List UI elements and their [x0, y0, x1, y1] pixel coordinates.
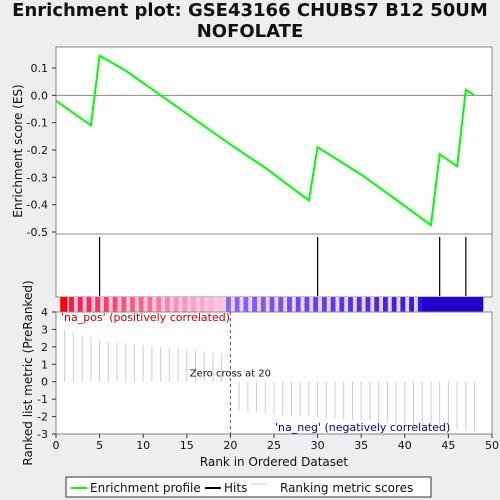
x-tick-label: 35: [354, 439, 368, 452]
x-tick-label: 40: [398, 439, 412, 452]
color-bar-cell: [182, 297, 188, 312]
color-bar-cell: [208, 297, 214, 312]
chart-title-line-2: NOFOLATE: [196, 21, 304, 42]
color-bar-cell: [165, 297, 170, 312]
x-axis: 0 5 10 15 20 25 30 35 40 45 50: [53, 434, 499, 452]
hits-panel: [55, 233, 493, 298]
x-tick-label: 20: [223, 439, 237, 452]
color-bar-cell: [339, 297, 345, 312]
metric-y-axis: 4 3 2 1 0 -1 -2 -3: [37, 306, 56, 441]
color-bar-cell: [217, 297, 223, 312]
color-bar-cell: [321, 297, 327, 312]
metric-panel: [55, 311, 493, 435]
x-tick-label: 50: [485, 439, 499, 452]
color-bar-cell: [374, 297, 380, 312]
color-bar-cell: [287, 297, 292, 312]
color-bar-cell: [313, 297, 319, 312]
color-bar-cell: [147, 297, 153, 312]
es-y-tick-label: -0.3: [27, 171, 48, 184]
color-bar-cell: [156, 297, 162, 312]
color-bar-cell: [383, 297, 388, 312]
metric-y-tick-label: 2: [41, 341, 48, 354]
metric-y-tick-label: 4: [41, 306, 48, 319]
color-bar-cell: [260, 297, 266, 312]
metric-y-label: Ranked list metric (PreRanked): [21, 280, 35, 465]
metric-y-tick-label: 1: [41, 358, 48, 371]
es-y-tick-label: 0.1: [31, 62, 49, 75]
x-tick-label: 10: [136, 439, 150, 452]
chart-title-line-1: Enrichment plot: GSE43166 CHUBS7 B12 50U…: [12, 0, 488, 21]
metric-y-tick-label: -2: [37, 411, 48, 424]
color-bar-cell: [112, 297, 118, 312]
x-tick-label: 25: [267, 439, 281, 452]
legend-box: [65, 476, 432, 498]
metric-y-tick-label: -1: [37, 393, 48, 406]
legend-label-ranking-metric: Ranking metric scores: [280, 481, 413, 495]
metric-y-tick-label: 0: [41, 376, 48, 389]
color-bar-cell: [243, 297, 249, 312]
es-y-tick-label: -0.2: [27, 144, 48, 157]
x-tick-label: 15: [180, 439, 194, 452]
color-bar-cell: [103, 297, 109, 312]
color-bar-cell: [365, 297, 371, 312]
color-bar-cell: [60, 297, 68, 312]
legend-label-hits: Hits: [224, 481, 247, 495]
color-bar-cell: [409, 297, 414, 312]
color-bar-cell: [199, 297, 205, 312]
hit-markers: [98, 237, 467, 296]
color-bar-cell: [348, 297, 353, 312]
color-bar-cell: [69, 297, 74, 312]
x-tick-label: 45: [441, 439, 455, 452]
color-bar-cell: [330, 297, 336, 312]
color-bar-cell: [422, 297, 484, 312]
legend-label-enrichment-profile: Enrichment profile: [90, 481, 201, 495]
color-bar-cell: [400, 297, 406, 312]
color-bar-cell: [77, 297, 83, 312]
color-bar-cell: [391, 297, 397, 312]
color-bar-cell: [278, 297, 284, 312]
neg-correlated-label: 'na_neg' (negatively correlated): [275, 421, 450, 434]
es-y-axis: 0.1 0.0 -0.1 -0.2 -0.3 -0.4 -0.5: [27, 62, 56, 239]
color-bar-cell: [269, 297, 275, 312]
rank-color-bar: [60, 297, 484, 312]
x-tick-label: 0: [53, 439, 60, 452]
es-panel: [55, 46, 493, 235]
color-bar-cell: [304, 297, 310, 312]
x-tick-label: 30: [311, 439, 325, 452]
es-profile-line: [55, 54, 476, 227]
color-bar-cell: [356, 297, 362, 312]
zero-cross-label: Zero cross at 20: [190, 369, 271, 380]
es-y-tick-label: -0.4: [27, 199, 48, 212]
color-bar-cell: [234, 297, 240, 312]
metric-bars: [64, 329, 476, 432]
color-bar-cell: [173, 297, 179, 312]
color-bar-cell: [417, 297, 423, 312]
x-axis-label: Rank in Ordered Dataset: [200, 455, 348, 469]
color-bar-cell: [252, 297, 257, 312]
metric-y-tick-label: 3: [41, 323, 48, 336]
es-y-tick-label: -0.5: [27, 226, 48, 239]
color-bar-cell: [191, 297, 196, 312]
chart-title: Enrichment plot: GSE43166 CHUBS7 B12 50U…: [0, 0, 500, 42]
x-tick-label: 5: [96, 439, 103, 452]
color-bar-cell: [121, 297, 127, 312]
color-bar-cell: [130, 297, 135, 312]
es-y-tick-label: 0.0: [31, 89, 49, 102]
color-bar-cell: [95, 297, 101, 312]
color-bar-cell: [295, 297, 301, 312]
color-bar-cell: [138, 297, 144, 312]
es-y-label: Enrichment score (ES): [11, 84, 25, 217]
color-bar-cell: [86, 297, 92, 312]
es-y-tick-label: -0.1: [27, 117, 48, 130]
metric-y-tick-label: -3: [37, 428, 48, 441]
color-bar-cell: [226, 297, 231, 312]
pos-correlated-label: 'na_pos' (positively correlated): [61, 311, 230, 324]
